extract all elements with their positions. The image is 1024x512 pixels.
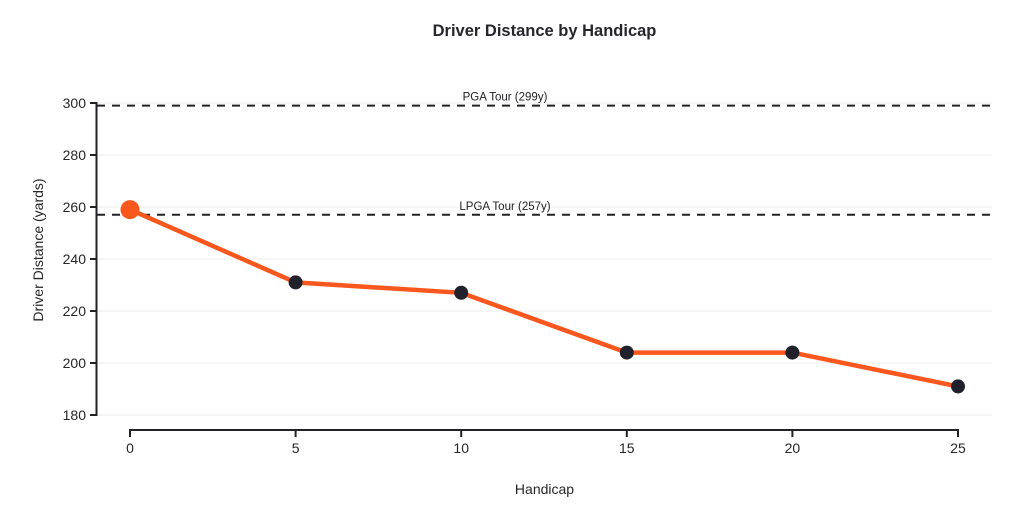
data-point <box>619 345 634 360</box>
chart-title: Driver Distance by Handicap <box>432 22 657 40</box>
x-tick-label: 0 <box>126 440 134 456</box>
reference-line-label: LPGA Tour (257y) <box>459 201 550 213</box>
y-tick-label: 260 <box>63 199 87 215</box>
x-tick-label: 5 <box>292 440 300 456</box>
x-tick-label: 25 <box>950 440 966 456</box>
data-point <box>785 345 800 360</box>
data-point <box>454 285 469 300</box>
x-tick-label: 15 <box>619 440 635 456</box>
x-tick-label: 10 <box>453 440 469 456</box>
data-line <box>129 207 959 389</box>
reference-line-label: PGA Tour (299y) <box>463 92 548 104</box>
highlighted-data-point <box>120 200 140 220</box>
y-tick-label: 280 <box>63 147 87 163</box>
y-tick-label: 240 <box>63 251 87 267</box>
data-point <box>288 275 303 290</box>
y-tick-label: 180 <box>63 407 87 423</box>
y-tick-label: 300 <box>63 95 87 111</box>
x-axis-label: Handicap <box>514 481 575 497</box>
x-tick-label: 20 <box>785 440 801 456</box>
data-point <box>951 379 965 394</box>
y-tick-label: 200 <box>63 355 87 371</box>
y-tick-label: 220 <box>63 303 87 319</box>
